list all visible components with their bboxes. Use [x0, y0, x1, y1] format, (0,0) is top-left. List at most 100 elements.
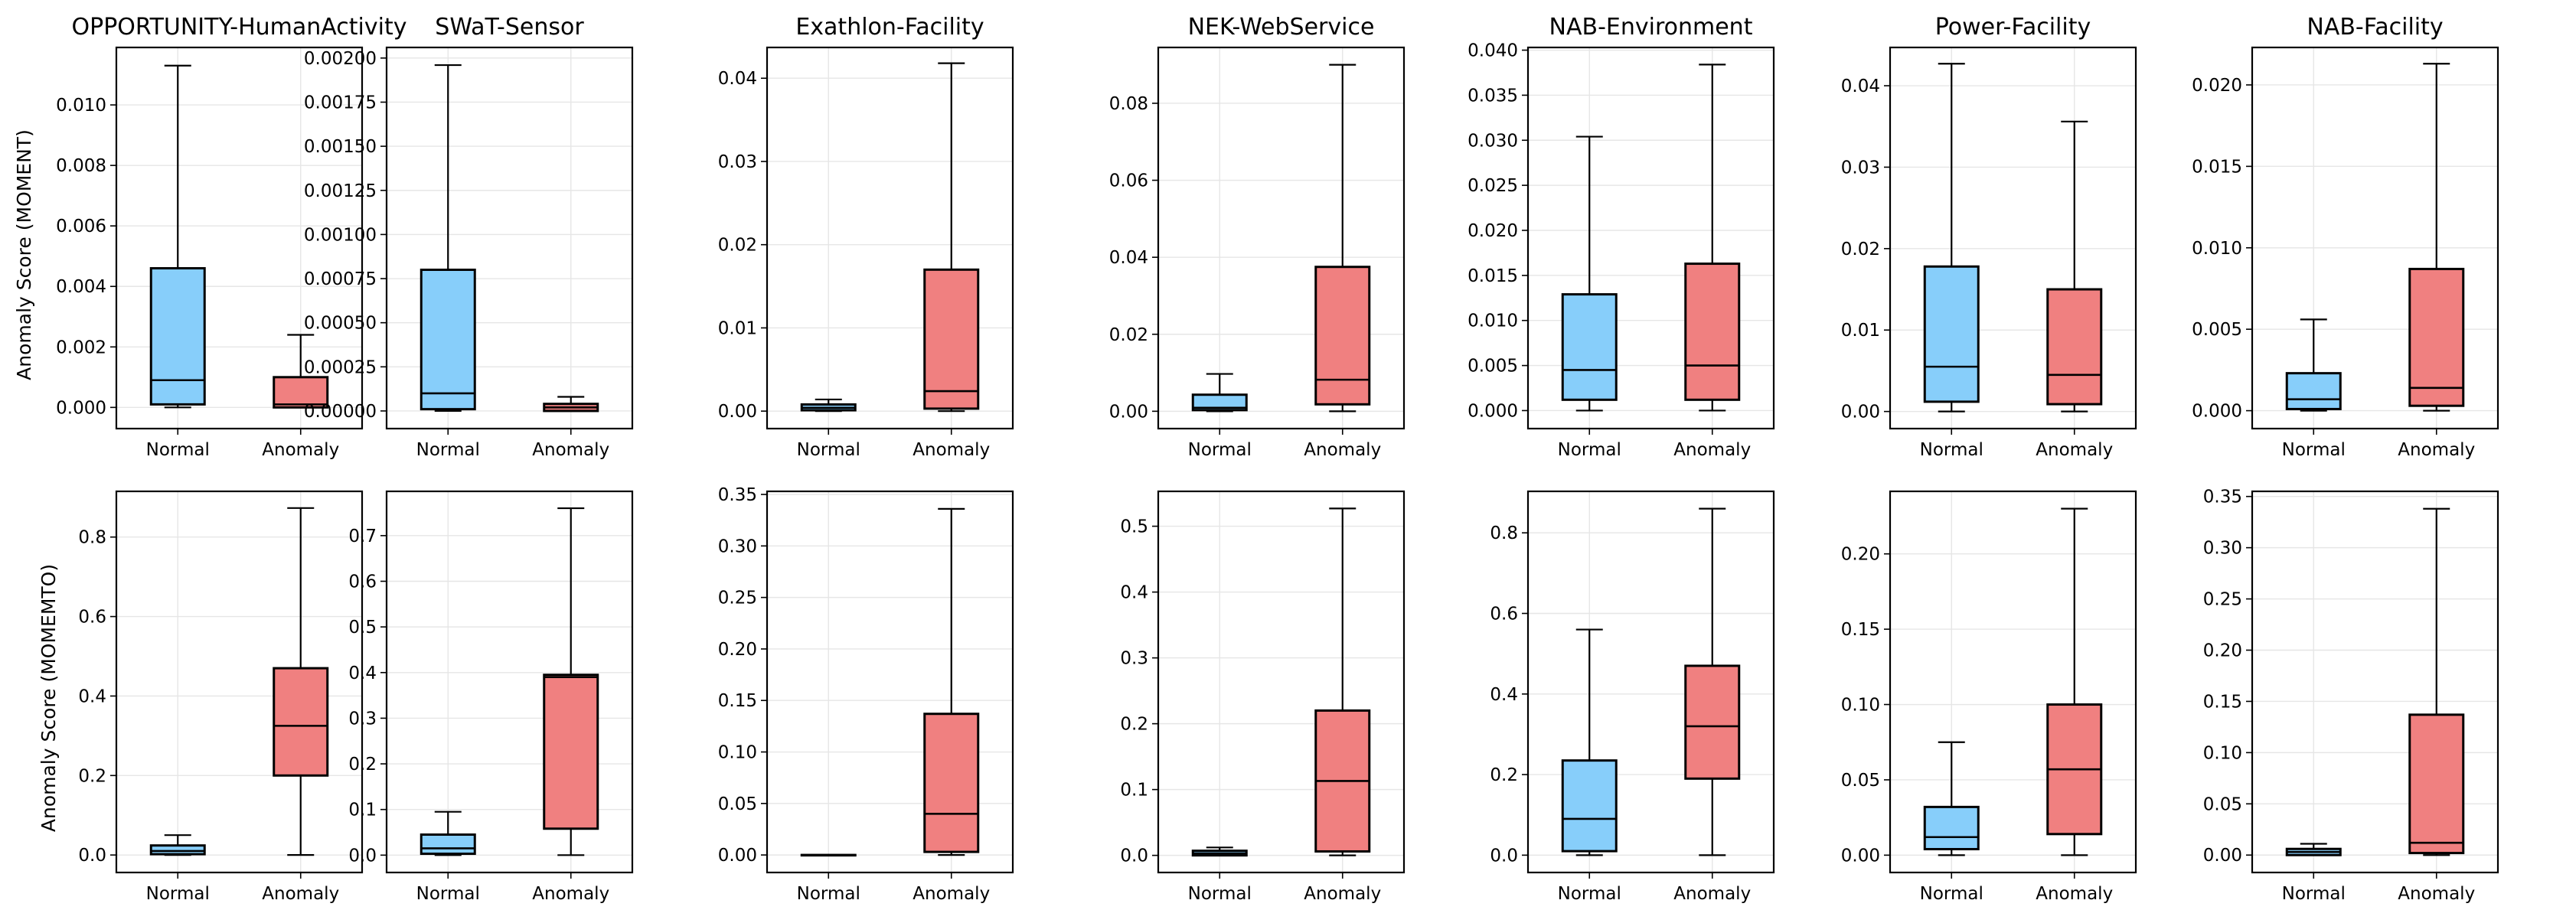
- panel-title: NAB-Environment: [1549, 14, 1753, 41]
- y-tick-label: 0.20: [2203, 641, 2242, 661]
- iqr-box: [1684, 263, 1741, 401]
- axes-frame: [385, 490, 634, 874]
- y-tick-label: 0.00075: [304, 269, 377, 289]
- axes-frame: [766, 490, 1014, 874]
- x-tick-label: Normal: [146, 884, 210, 904]
- y-tick-label: 0.035: [1468, 86, 1518, 106]
- panel-title: OPPORTUNITY-HumanActivity: [72, 14, 407, 41]
- x-tick-label: Anomaly: [1673, 884, 1751, 904]
- x-tick-label: Anomaly: [532, 440, 609, 460]
- y-tick-label: 0.000: [2192, 402, 2242, 422]
- y-tick-label: 0.30: [718, 537, 757, 556]
- x-tick-label: Anomaly: [1673, 440, 1751, 460]
- panel-title: Power-Facility: [1935, 14, 2091, 41]
- y-tick-label: 0.00: [2203, 846, 2242, 866]
- y-tick-label: 0.020: [1468, 221, 1518, 241]
- x-tick-label: Normal: [1188, 440, 1252, 460]
- y-tick-label: 0.03: [1841, 158, 1880, 178]
- box-anomaly: [1684, 64, 1741, 412]
- y-tick-label: 0.03: [718, 152, 757, 172]
- box-anomaly: [543, 507, 599, 856]
- box-normal: [800, 853, 857, 857]
- iqr-box: [420, 269, 476, 411]
- y-tick-label: 0.0: [1490, 846, 1518, 866]
- y-tick-label: 0.4: [348, 664, 377, 683]
- y-tick-label: 0.002: [56, 338, 106, 357]
- y-tick-label: 0.000: [56, 398, 106, 418]
- y-tick-label: 0.01: [1841, 321, 1880, 341]
- y-tick-label: 0.15: [2203, 692, 2242, 712]
- y-tick-label: 0.6: [78, 608, 106, 628]
- y-tick-label: 0.00150: [304, 137, 377, 157]
- iqr-box: [149, 267, 206, 406]
- y-tick-label: 0.2: [78, 766, 106, 786]
- y-tick-label: 0.00: [718, 402, 757, 422]
- panel-1-0: 0.0 0.2 0.4 0.6 0.8 Normal Anomaly: [78, 490, 364, 904]
- y-tick-label: 0.2: [348, 755, 377, 775]
- y-tick-label: 0.08: [1109, 94, 1148, 114]
- y-tick-label: 0.1: [348, 801, 377, 820]
- iqr-box: [1684, 664, 1741, 780]
- box-anomaly: [273, 334, 329, 409]
- box-normal: [420, 810, 476, 856]
- axes-frame: [1889, 490, 2137, 874]
- y-tick-label: 0.000: [1468, 401, 1518, 421]
- y-tick-label: 0.04: [718, 69, 757, 89]
- iqr-box: [149, 844, 206, 856]
- y-tick-label: 0.05: [2203, 794, 2242, 814]
- box-normal: [2285, 318, 2342, 412]
- box-normal: [1191, 373, 1248, 413]
- y-tick-label: 0.01: [718, 318, 757, 338]
- y-tick-label: 0.2: [1120, 715, 1148, 735]
- panel-0-2: 0.00 0.01 0.02 0.03 0.04 Normal Anomaly Exathlo…: [718, 14, 1014, 460]
- y-tick-label: 0.25: [718, 589, 757, 608]
- x-tick-label: Anomaly: [1304, 440, 1381, 460]
- x-tick-label: Normal: [1920, 884, 1983, 904]
- box-anomaly: [923, 507, 980, 856]
- panel-0-3: 0.00 0.02 0.04 0.06 0.08 Normal Anomaly NEK-Web…: [1109, 14, 1406, 460]
- x-tick-label: Anomaly: [1304, 884, 1381, 904]
- panel-0-1: 0.00000 0.00025 0.00050 0.00075 0.00100 0.001…: [304, 14, 634, 460]
- y-tick-label: 0.015: [2192, 157, 2242, 177]
- y-tick-label: 0.008: [56, 156, 106, 176]
- y-tick-label: 0.02: [1109, 325, 1148, 345]
- y-tick-label: 0.6: [1490, 605, 1518, 625]
- x-tick-label: Anomaly: [2398, 884, 2475, 904]
- y-tick-label: 0.015: [1468, 266, 1518, 286]
- box-normal: [1561, 135, 1618, 412]
- iqr-box: [1561, 293, 1618, 401]
- y-tick-label: 0.00000: [304, 402, 377, 422]
- panel-0-4: 0.000 0.005 0.010 0.015 0.020 0.025 0.030 0.035…: [1468, 14, 1775, 460]
- box-anomaly: [1314, 64, 1371, 413]
- x-tick-label: Anomaly: [2036, 440, 2113, 460]
- x-tick-label: Normal: [416, 440, 480, 460]
- axes-frame: [1526, 490, 1775, 874]
- iqr-box: [923, 268, 980, 410]
- y-tick-label: 0.6: [348, 572, 377, 592]
- panel-title: SWaT-Sensor: [435, 14, 584, 41]
- panel-title: NEK-WebService: [1188, 14, 1375, 41]
- y-tick-label: 0.4: [1120, 583, 1148, 603]
- axes-frame: [115, 490, 364, 874]
- axes-frame: [1157, 490, 1406, 874]
- x-tick-label: Anomaly: [2398, 440, 2475, 460]
- box-anomaly: [1314, 507, 1371, 856]
- y-tick-label: 0.005: [1468, 357, 1518, 377]
- y-tick-label: 0.5: [348, 618, 377, 638]
- box-anomaly: [543, 396, 599, 413]
- y-tick-label: 0.004: [56, 277, 106, 297]
- y-tick-label: 0.030: [1468, 131, 1518, 151]
- panel-1-6: 0.00 0.05 0.10 0.15 0.20 0.25 0.30 0.35 Normal An…: [2203, 488, 2499, 904]
- y-tick-label: 0.35: [2203, 488, 2242, 507]
- y-tick-label: 0.20: [718, 640, 757, 660]
- x-tick-label: Normal: [1558, 884, 1621, 904]
- y-tick-label: 0.00: [1841, 846, 1880, 866]
- y-tick-label: 0.3: [348, 709, 377, 729]
- row-1-ylabel: Anomaly Score (MOMEMTO): [38, 564, 60, 832]
- y-tick-label: 0.1: [1120, 781, 1148, 801]
- x-tick-label: Anomaly: [2036, 884, 2113, 904]
- iqr-box: [420, 833, 476, 856]
- iqr-box: [2285, 372, 2342, 410]
- y-tick-label: 0.040: [1468, 41, 1518, 61]
- box-anomaly: [2046, 507, 2103, 856]
